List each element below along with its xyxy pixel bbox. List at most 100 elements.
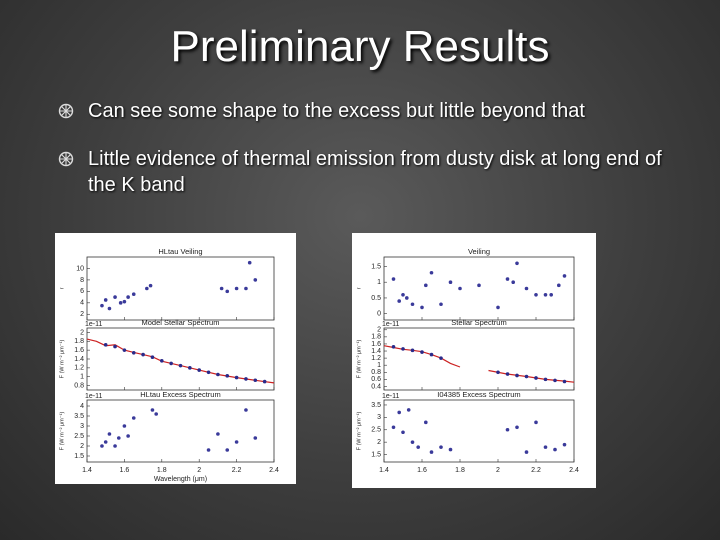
data-point xyxy=(206,370,211,375)
y-tick-label: 1.8 xyxy=(371,334,381,341)
data-point xyxy=(206,448,211,452)
data-point xyxy=(448,447,453,452)
data-point xyxy=(543,293,548,297)
y-tick-label: 1 xyxy=(377,279,381,286)
data-point xyxy=(524,286,529,291)
bullet-icon xyxy=(58,103,74,119)
y-tick-label: 1 xyxy=(80,374,84,381)
x-tick-label: 2.4 xyxy=(569,467,579,474)
data-point xyxy=(429,450,434,454)
panel-title: HLtau Excess Spectrum xyxy=(140,390,220,399)
x-tick-label: 1.4 xyxy=(379,467,389,474)
data-point xyxy=(562,379,567,384)
data-point xyxy=(391,344,396,349)
data-point xyxy=(515,373,519,378)
panel-title: I04385 Excess Spectrum xyxy=(437,390,520,399)
panel-frame xyxy=(86,256,275,321)
data-point xyxy=(410,302,415,307)
data-point xyxy=(505,427,510,432)
y-tick-label: 0.8 xyxy=(371,369,381,376)
data-point xyxy=(131,292,136,297)
data-point xyxy=(505,277,510,281)
y-tick-label: 1.6 xyxy=(74,347,84,354)
x-tick-label: 1.6 xyxy=(417,467,427,474)
y-tick-label: 0.6 xyxy=(371,376,381,383)
data-point xyxy=(405,296,409,300)
x-tick-label: 1.8 xyxy=(455,467,465,474)
y-tick-label: 2 xyxy=(377,439,381,446)
y-tick-label: 2.5 xyxy=(371,427,381,434)
data-point xyxy=(524,450,529,454)
x-tick-label: 2.4 xyxy=(269,467,279,474)
y-tick-label: 8 xyxy=(80,277,84,284)
y-axis-label: r xyxy=(59,287,65,289)
x-tick-label: 2.2 xyxy=(232,467,242,474)
y-axis-label: r xyxy=(356,287,362,289)
x-tick-label: 1.8 xyxy=(157,467,167,474)
y-tick-label: 3 xyxy=(80,423,84,430)
bullet: Can see some shape to the excess but lit… xyxy=(58,98,663,124)
data-point xyxy=(397,299,402,303)
data-point xyxy=(543,445,548,449)
data-point xyxy=(262,379,267,384)
data-point xyxy=(197,368,201,372)
offset-label: 1e-11 xyxy=(85,393,102,400)
data-point xyxy=(234,286,239,291)
data-point xyxy=(148,283,153,288)
x-axis-label: Wavelength (μm) xyxy=(154,476,207,483)
y-tick-label: 2 xyxy=(377,327,381,334)
data-point xyxy=(225,374,230,378)
offset-label: 1e-11 xyxy=(382,393,399,400)
bullet-text: Little evidence of thermal emission from… xyxy=(88,148,662,196)
y-tick-label: 0.8 xyxy=(74,382,84,389)
data-point xyxy=(458,286,462,291)
y-tick-label: 6 xyxy=(80,288,84,295)
y-tick-label: 0 xyxy=(377,311,381,318)
y-tick-label: 4 xyxy=(80,403,84,410)
data-point xyxy=(234,375,239,380)
data-point xyxy=(150,408,155,412)
figure-background xyxy=(55,233,296,484)
data-point xyxy=(107,306,112,311)
data-point xyxy=(477,283,481,288)
data-point xyxy=(557,283,561,288)
data-point xyxy=(178,363,183,368)
data-point xyxy=(424,283,428,288)
y-tick-label: 1.2 xyxy=(371,355,381,362)
data-point xyxy=(141,352,145,357)
data-point xyxy=(448,280,453,285)
data-point xyxy=(515,425,519,430)
y-tick-label: 1.4 xyxy=(371,348,381,355)
data-point xyxy=(524,374,529,379)
panel-frame xyxy=(383,327,575,391)
figure-background xyxy=(352,233,596,488)
data-point xyxy=(225,448,230,452)
data-point xyxy=(253,378,258,383)
panel-title: Veiling xyxy=(468,247,490,256)
data-point xyxy=(150,355,155,360)
data-point xyxy=(131,416,136,420)
data-point xyxy=(188,366,192,370)
data-point xyxy=(505,372,510,376)
panel-frame xyxy=(383,256,575,321)
data-point xyxy=(225,289,230,294)
y-axis-label: F (W m⁻² μm⁻¹) xyxy=(356,412,362,451)
data-point xyxy=(410,348,415,353)
y-tick-label: 1.5 xyxy=(371,263,381,270)
slide-title: Preliminary Results xyxy=(170,22,550,71)
data-point xyxy=(253,278,258,282)
data-point xyxy=(429,352,434,357)
data-point xyxy=(107,432,112,436)
data-point xyxy=(553,378,557,383)
y-tick-label: 2.5 xyxy=(74,433,84,440)
data-point xyxy=(391,277,396,281)
data-point xyxy=(401,293,405,297)
y-axis-label: F (W m⁻² μm⁻¹) xyxy=(356,340,362,379)
data-point xyxy=(219,286,224,291)
data-point xyxy=(253,436,258,440)
data-point xyxy=(406,408,411,412)
data-point xyxy=(118,301,123,305)
y-tick-label: 1.5 xyxy=(74,453,84,460)
data-point xyxy=(247,260,252,265)
